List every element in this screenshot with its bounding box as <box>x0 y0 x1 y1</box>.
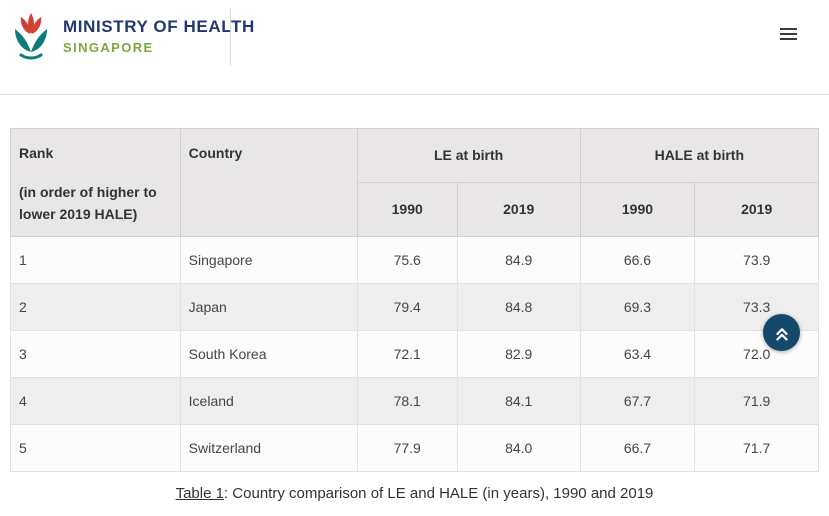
double-chevron-up-icon <box>775 327 788 341</box>
cell-hale-2019: 73.3 <box>694 282 819 331</box>
scroll-to-top-button[interactable] <box>763 314 800 351</box>
col-header-rank-title: Rank <box>19 145 54 161</box>
col-header-hale-1990: 1990 <box>579 181 696 237</box>
col-header-hale-2019: 2019 <box>694 181 819 237</box>
org-title: MINISTRY OF HEALTH <box>63 17 255 36</box>
col-header-country: Country <box>179 128 358 237</box>
cell-rank: 3 <box>10 329 181 378</box>
table-caption: Table 1: Country comparison of LE and HA… <box>10 485 819 502</box>
cell-hale-1990: 66.7 <box>579 423 696 472</box>
hamburger-icon <box>779 33 797 35</box>
cell-rank: 4 <box>10 376 181 425</box>
col-group-hale-at-birth: HALE at birth <box>579 128 820 183</box>
col-header-le-2019: 2019 <box>456 181 581 237</box>
hamburger-menu-button[interactable] <box>776 25 800 43</box>
cell-le-2019: 84.9 <box>456 235 581 284</box>
cell-hale-2019: 71.9 <box>694 376 819 425</box>
table-row: 3 South Korea 72.1 82.9 63.4 72.0 <box>10 329 819 378</box>
moh-lotus-logo-icon <box>15 13 47 60</box>
hamburger-icon <box>779 38 797 40</box>
cell-country: Switzerland <box>179 423 358 472</box>
cell-country: Iceland <box>179 376 358 425</box>
cell-country: South Korea <box>179 329 358 378</box>
logo-text: MINISTRY OF HEALTH SINGAPORE <box>63 17 255 55</box>
cell-le-2019: 84.8 <box>456 282 581 331</box>
cell-hale-1990: 69.3 <box>579 282 696 331</box>
cell-le-1990: 75.6 <box>356 235 458 284</box>
col-header-rank: Rank (in order of higher to lower 2019 H… <box>10 128 181 237</box>
header-divider <box>230 8 231 66</box>
table-row: 1 Singapore 75.6 84.9 66.6 73.9 <box>10 235 819 284</box>
cell-country: Japan <box>179 282 358 331</box>
table-row: 5 Switzerland 77.9 84.0 66.7 71.7 <box>10 423 819 472</box>
cell-hale-1990: 63.4 <box>579 329 696 378</box>
col-header-rank-note: (in order of higher to lower 2019 HALE) <box>19 184 157 223</box>
cell-hale-1990: 67.7 <box>579 376 696 425</box>
cell-le-1990: 79.4 <box>356 282 458 331</box>
cell-le-1990: 78.1 <box>356 376 458 425</box>
cell-le-1990: 77.9 <box>356 423 458 472</box>
cell-hale-2019: 71.7 <box>694 423 819 472</box>
cell-hale-1990: 66.6 <box>579 235 696 284</box>
cell-rank: 2 <box>10 282 181 331</box>
main-content: Rank (in order of higher to lower 2019 H… <box>10 128 820 502</box>
cell-hale-2019: 72.0 <box>694 329 819 378</box>
cell-le-2019: 84.1 <box>456 376 581 425</box>
table-row: 4 Iceland 78.1 84.1 67.7 71.9 <box>10 376 819 425</box>
col-group-le-at-birth: LE at birth <box>356 128 581 183</box>
moh-logo-link[interactable]: MINISTRY OF HEALTH SINGAPORE <box>8 10 255 62</box>
cell-hale-2019: 73.9 <box>694 235 819 284</box>
hamburger-icon <box>779 28 797 30</box>
cell-rank: 5 <box>10 423 181 472</box>
cell-country: Singapore <box>179 235 358 284</box>
cell-le-1990: 72.1 <box>356 329 458 378</box>
cell-le-2019: 84.0 <box>456 423 581 472</box>
col-header-le-1990: 1990 <box>356 181 458 237</box>
cell-le-2019: 82.9 <box>456 329 581 378</box>
cell-rank: 1 <box>10 235 181 284</box>
hale-comparison-table: Rank (in order of higher to lower 2019 H… <box>10 128 820 472</box>
table-caption-text: : Country comparison of LE and HALE (in … <box>223 484 654 502</box>
table-row: 2 Japan 79.4 84.8 69.3 73.3 <box>10 282 819 331</box>
org-subtitle: SINGAPORE <box>63 40 154 55</box>
table-caption-label: Table 1 <box>175 484 224 502</box>
site-header: MINISTRY OF HEALTH SINGAPORE <box>0 0 829 95</box>
